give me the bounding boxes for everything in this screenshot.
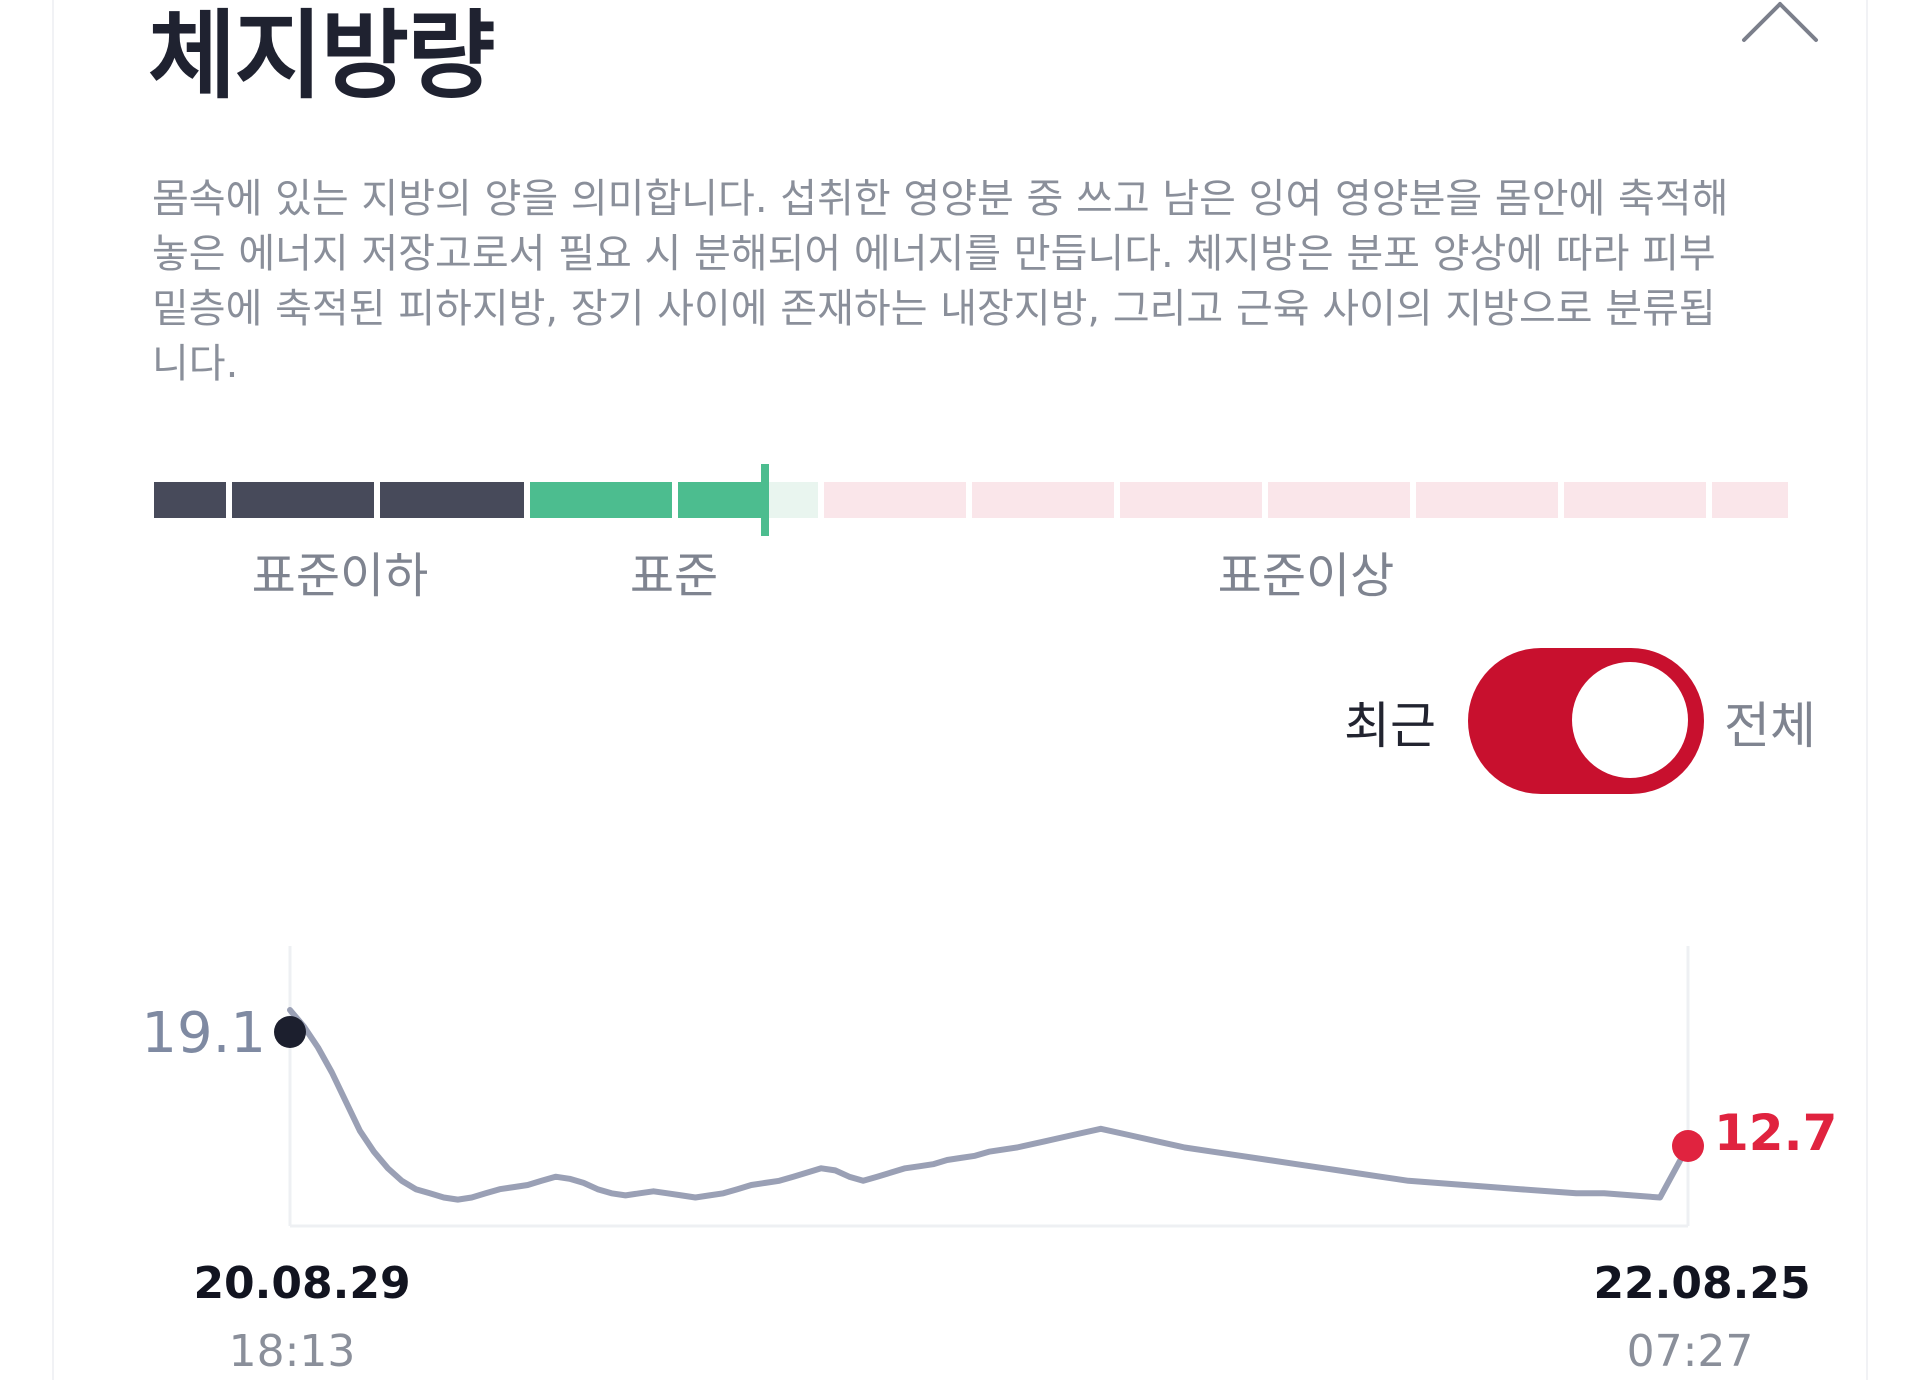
- close-button[interactable]: [1740, 0, 1820, 44]
- close-icon: [1742, 2, 1818, 42]
- toggle-label-recent[interactable]: 최근: [1344, 697, 1436, 755]
- chart-start-time: 18:13: [228, 1326, 356, 1377]
- range-label-standard: 표준: [629, 548, 719, 604]
- range-bar: [154, 464, 1788, 536]
- range-segment-standard-1: [530, 482, 672, 518]
- chart-end-value: 12.7: [1714, 1104, 1837, 1162]
- range-label-above: 표준이상: [1217, 548, 1395, 604]
- description-text: 몸속에 있는 지방의 양을 의미합니다. 섭취한 영양분 중 쓰고 남은 잉여 …: [152, 176, 1729, 387]
- range-segment-above-2: [972, 482, 1114, 518]
- chart-start-date: 20.08.29: [193, 1258, 411, 1309]
- range-segment-above-7: [1712, 482, 1788, 518]
- range-segment-above-1: [824, 482, 966, 518]
- toggle-label-all[interactable]: 전체: [1724, 697, 1816, 755]
- chart-end-date: 22.08.25: [1593, 1258, 1811, 1309]
- range-segment-above-3: [1120, 482, 1262, 518]
- page-edge-left: [52, 0, 54, 1380]
- chart-end-point: [1672, 1130, 1704, 1162]
- range-segment-above-6: [1564, 482, 1706, 518]
- chart-start-point: [274, 1016, 306, 1048]
- chart-start-value: 19.1: [141, 1001, 266, 1066]
- toggle-knob: [1572, 662, 1688, 778]
- range-segment-standard-light: [762, 482, 818, 518]
- range-label-below: 표준이하: [251, 548, 429, 604]
- range-segment-below-3: [380, 482, 524, 518]
- period-toggle-switch[interactable]: [1468, 648, 1704, 794]
- chart-end-time: 07:27: [1626, 1326, 1754, 1377]
- range-segment-below-2: [232, 482, 374, 518]
- range-segment-above-5: [1416, 482, 1558, 518]
- page-title: 체지방량: [148, 0, 495, 112]
- range-segment-below-1: [154, 482, 226, 518]
- current-value-marker: [761, 464, 769, 536]
- range-segment-standard-2: [678, 482, 762, 518]
- range-segment-above-4: [1268, 482, 1410, 518]
- chart-series-line: [287, 1007, 1691, 1203]
- page-edge-right: [1866, 0, 1868, 1380]
